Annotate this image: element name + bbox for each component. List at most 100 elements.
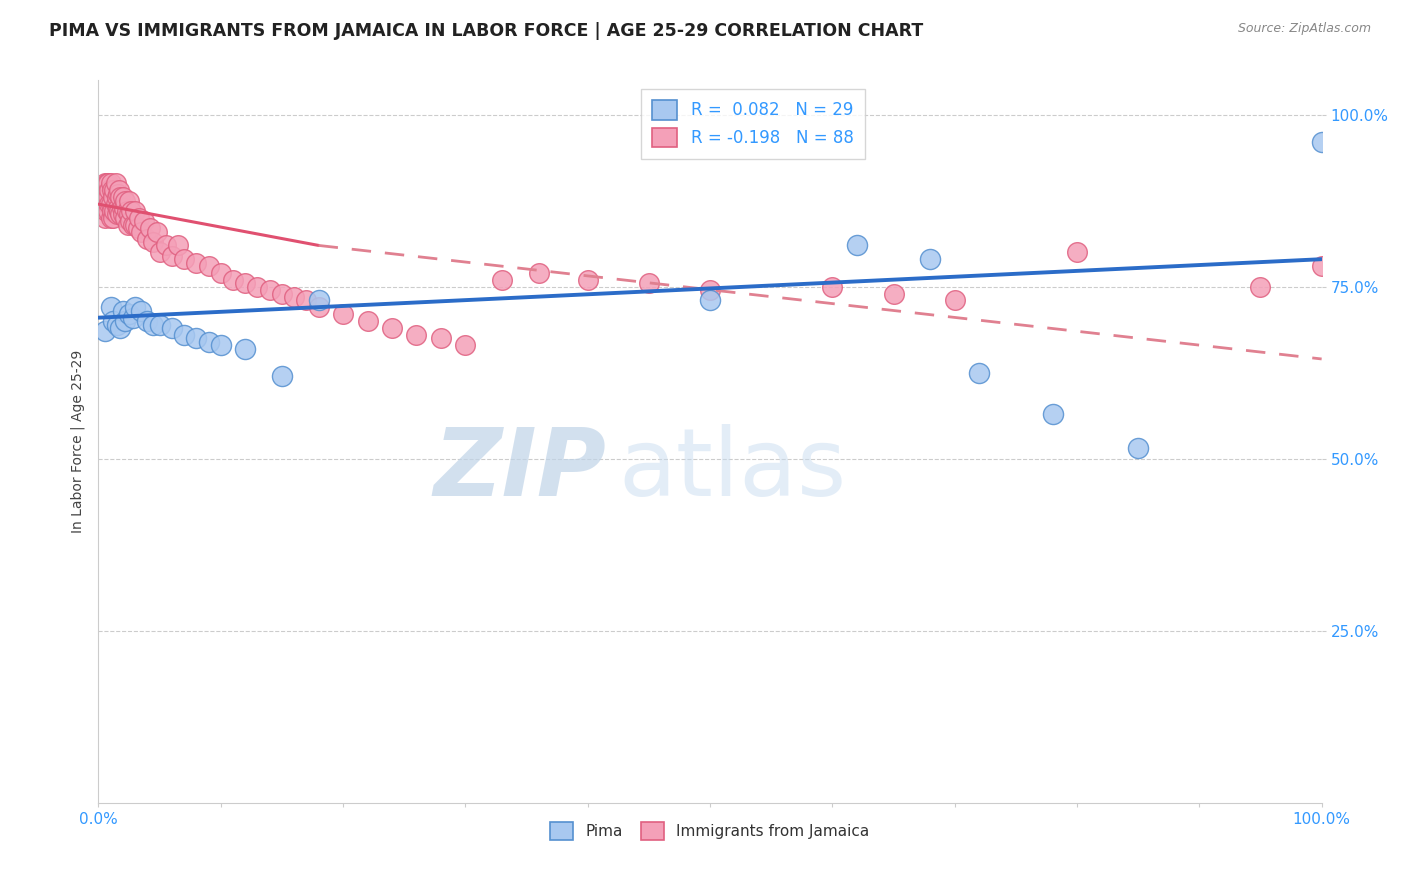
Point <box>821 279 844 293</box>
Point <box>1066 245 1088 260</box>
Point <box>967 366 990 380</box>
Point <box>259 283 281 297</box>
Point <box>108 183 131 197</box>
Point <box>246 279 269 293</box>
Point <box>111 207 134 221</box>
Point <box>149 318 172 332</box>
Point <box>845 238 868 252</box>
Point <box>115 204 138 219</box>
Point <box>103 204 125 219</box>
Point <box>173 252 195 267</box>
Point <box>97 204 120 219</box>
Point <box>491 273 513 287</box>
Point <box>129 303 152 318</box>
Point <box>1310 135 1333 149</box>
Point <box>308 293 330 308</box>
Point <box>139 221 162 235</box>
Point <box>295 293 318 308</box>
Point <box>100 211 122 225</box>
Point <box>101 190 124 204</box>
Point <box>121 310 143 325</box>
Point <box>129 225 152 239</box>
Point <box>114 194 136 208</box>
Y-axis label: In Labor Force | Age 25-29: In Labor Force | Age 25-29 <box>70 350 84 533</box>
Point <box>101 183 124 197</box>
Point <box>576 273 599 287</box>
Text: atlas: atlas <box>619 425 846 516</box>
Point <box>97 190 120 204</box>
Point <box>186 331 208 345</box>
Point <box>1310 259 1333 273</box>
Point <box>118 207 141 221</box>
Point <box>142 235 165 249</box>
Point <box>111 190 134 204</box>
Point <box>124 301 146 315</box>
Point <box>101 204 124 219</box>
Point <box>381 321 404 335</box>
Point <box>222 273 245 287</box>
Point <box>97 177 120 191</box>
Point <box>101 314 124 328</box>
Point <box>100 197 122 211</box>
Point <box>111 201 134 215</box>
Point <box>405 327 427 342</box>
Point <box>233 277 256 291</box>
Point <box>136 231 159 245</box>
Point <box>96 177 118 191</box>
Point <box>94 204 117 219</box>
Point <box>124 204 146 219</box>
Point <box>1042 407 1064 421</box>
Point <box>454 338 477 352</box>
Point <box>430 331 453 345</box>
Point <box>233 342 256 356</box>
Point <box>920 252 942 267</box>
Point <box>110 190 132 204</box>
Point <box>117 218 139 232</box>
Point <box>699 293 721 308</box>
Point <box>110 321 132 335</box>
Point <box>98 183 121 197</box>
Point <box>103 183 125 197</box>
Point <box>270 369 294 384</box>
Point <box>127 221 149 235</box>
Point <box>1249 279 1271 293</box>
Point <box>883 286 905 301</box>
Point <box>356 314 378 328</box>
Point <box>186 255 208 269</box>
Point <box>146 225 169 239</box>
Legend: Pima, Immigrants from Jamaica: Pima, Immigrants from Jamaica <box>543 814 877 847</box>
Point <box>93 177 115 191</box>
Point <box>118 194 141 208</box>
Point <box>197 259 219 273</box>
Point <box>699 283 721 297</box>
Point <box>173 327 195 342</box>
Point <box>308 301 330 315</box>
Point <box>132 214 155 228</box>
Point <box>167 238 190 252</box>
Point <box>105 207 128 221</box>
Point <box>121 218 143 232</box>
Point <box>160 321 183 335</box>
Point <box>128 211 150 225</box>
Text: ZIP: ZIP <box>433 425 606 516</box>
Point <box>114 211 136 225</box>
Point <box>120 204 142 219</box>
Point <box>283 290 305 304</box>
Point <box>93 325 115 339</box>
Text: Source: ZipAtlas.com: Source: ZipAtlas.com <box>1237 22 1371 36</box>
Point <box>110 207 132 221</box>
Point <box>1128 442 1150 456</box>
Text: PIMA VS IMMIGRANTS FROM JAMAICA IN LABOR FORCE | AGE 25-29 CORRELATION CHART: PIMA VS IMMIGRANTS FROM JAMAICA IN LABOR… <box>49 22 924 40</box>
Point <box>142 318 165 332</box>
Point <box>93 211 115 225</box>
Point <box>105 190 128 204</box>
Point <box>96 197 118 211</box>
Point <box>107 201 129 215</box>
Point <box>160 249 183 263</box>
Point <box>94 183 117 197</box>
Point <box>270 286 294 301</box>
Point <box>111 303 134 318</box>
Point <box>120 214 142 228</box>
Point <box>149 245 172 260</box>
Point <box>332 307 354 321</box>
